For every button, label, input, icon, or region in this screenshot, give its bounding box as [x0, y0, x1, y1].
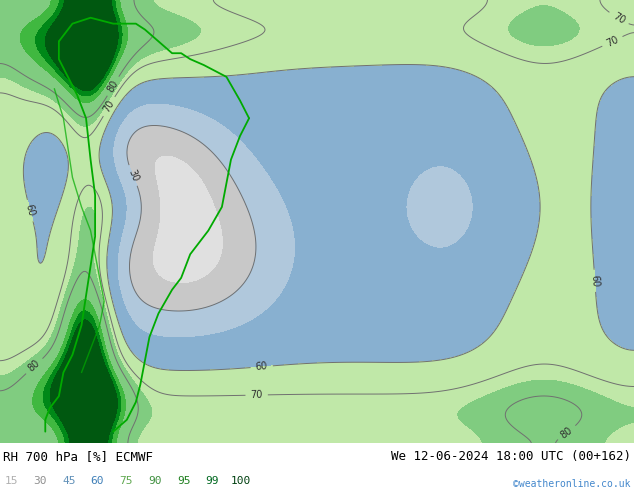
Text: 45: 45 — [62, 476, 75, 486]
Text: 75: 75 — [119, 476, 133, 486]
Text: 60: 60 — [24, 203, 37, 218]
Text: 90: 90 — [148, 476, 162, 486]
Text: 99: 99 — [205, 476, 219, 486]
Text: 60: 60 — [91, 476, 104, 486]
Text: 100: 100 — [231, 476, 251, 486]
Text: 80: 80 — [106, 78, 120, 94]
Text: 60: 60 — [256, 361, 268, 372]
Text: 70: 70 — [611, 11, 626, 26]
Text: 80: 80 — [559, 425, 574, 441]
Text: RH 700 hPa [%] ECMWF: RH 700 hPa [%] ECMWF — [3, 450, 153, 464]
Text: 30: 30 — [34, 476, 47, 486]
Text: 60: 60 — [590, 274, 600, 287]
Text: 15: 15 — [4, 476, 18, 486]
Text: 80: 80 — [27, 358, 42, 374]
Text: 70: 70 — [101, 98, 117, 114]
Text: ©weatheronline.co.uk: ©weatheronline.co.uk — [514, 479, 631, 489]
Text: 30: 30 — [126, 168, 140, 183]
Text: We 12-06-2024 18:00 UTC (00+162): We 12-06-2024 18:00 UTC (00+162) — [391, 450, 631, 464]
Text: 95: 95 — [177, 476, 190, 486]
Text: 70: 70 — [250, 390, 263, 400]
Text: 70: 70 — [605, 34, 620, 49]
